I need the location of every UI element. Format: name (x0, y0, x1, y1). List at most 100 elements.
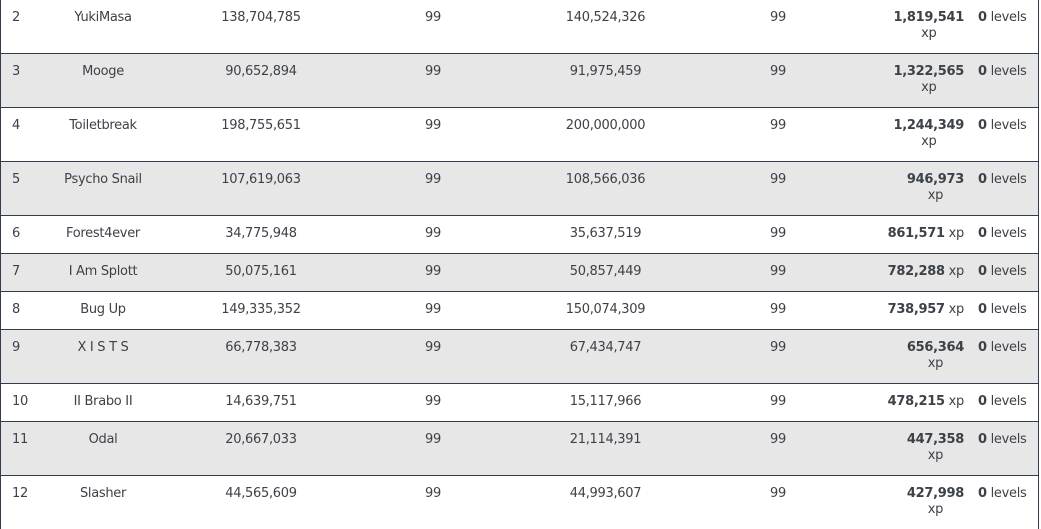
xp-gained-value: 1,322,565 xp (894, 64, 965, 96)
xp-gained-cell: 946,973 xp (848, 161, 968, 216)
player-name-cell: Odal (47, 421, 159, 476)
table-row: 11 Odal 20,667,033 99 21,114,391 99 447,358 xp 0… (1, 421, 1038, 476)
levels-gained-cell: 0 levels (968, 383, 1038, 422)
xp-unit-label: xp (927, 356, 944, 371)
rank-cell: 10 (1, 383, 47, 422)
xp-gained-cell: 1,244,349 xp (848, 107, 968, 162)
start-level-cell: 99 (363, 329, 503, 384)
start-level-cell: 99 (363, 107, 503, 162)
levels-gained-cell: 0 levels (968, 161, 1038, 216)
start-xp-cell: 107,619,063 (159, 161, 363, 216)
levels-unit-label: levels (990, 340, 1027, 355)
end-level-cell: 99 (708, 107, 848, 162)
end-xp-cell: 150,074,309 (503, 291, 708, 330)
end-level-cell: 99 (708, 0, 848, 54)
end-level-cell: 99 (708, 291, 848, 330)
levels-unit-label: levels (990, 118, 1027, 133)
levels-gained-cell: 0 levels (968, 329, 1038, 384)
levels-gained-number: 0 (978, 118, 987, 133)
levels-gained-cell: 0 levels (968, 253, 1038, 292)
rank-cell: 5 (1, 161, 47, 216)
xp-gained-number: 478,215 (887, 394, 945, 409)
levels-gained-number: 0 (978, 340, 987, 355)
start-xp-cell: 149,335,352 (159, 291, 363, 330)
xp-unit-label: xp (921, 134, 937, 149)
end-level-cell: 99 (708, 53, 848, 108)
xp-unit-label: xp (927, 188, 944, 203)
end-level-cell: 99 (708, 215, 848, 254)
xp-unit-label: xp (948, 226, 965, 241)
xp-gained-cell: 427,998 xp (848, 475, 968, 529)
levels-gained-number: 0 (978, 432, 987, 447)
start-xp-cell: 66,778,383 (159, 329, 363, 384)
table-row: 8 Bug Up 149,335,352 99 150,074,309 99 738,957… (1, 291, 1038, 330)
start-level-cell: 99 (363, 253, 503, 292)
end-xp-cell: 21,114,391 (503, 421, 708, 476)
xp-gained-value: 478,215 xp (887, 394, 965, 410)
player-name-cell: I Am Splott (47, 253, 159, 292)
xp-gained-value: 447,358 xp (907, 432, 964, 464)
end-xp-cell: 91,975,459 (503, 53, 708, 108)
xp-gained-cell: 738,957 xp (848, 291, 968, 330)
rank-cell: 2 (1, 0, 47, 54)
xp-gained-value: 1,244,349 xp (894, 118, 965, 150)
xp-gained-value: 1,819,541 xp (894, 10, 965, 42)
end-level-cell: 99 (708, 421, 848, 476)
xp-gained-value: 427,998 xp (907, 486, 964, 518)
xp-gained-number: 861,571 (887, 226, 945, 241)
xp-gained-cell: 478,215 xp (848, 383, 968, 422)
levels-gained-cell: 0 levels (968, 53, 1038, 108)
start-level-cell: 99 (363, 421, 503, 476)
xp-gained-number: 1,819,541 (893, 10, 965, 25)
end-xp-cell: 200,000,000 (503, 107, 708, 162)
end-level-cell: 99 (708, 475, 848, 529)
levels-unit-label: levels (990, 10, 1027, 25)
start-level-cell: 99 (363, 291, 503, 330)
levels-unit-label: levels (990, 172, 1027, 187)
end-level-cell: 99 (708, 253, 848, 292)
xp-gained-number: 656,364 (906, 340, 964, 355)
levels-gained-number: 0 (978, 10, 987, 25)
xp-gained-cell: 782,288 xp (848, 253, 968, 292)
player-name-cell: Toiletbreak (47, 107, 159, 162)
xp-gained-value: 861,571 xp (887, 226, 965, 242)
xp-unit-label: xp (921, 26, 937, 41)
levels-gained-number: 0 (978, 264, 987, 279)
rank-cell: 12 (1, 475, 47, 529)
end-xp-cell: 35,637,519 (503, 215, 708, 254)
player-name-cell: Slasher (47, 475, 159, 529)
start-xp-cell: 138,704,785 (159, 0, 363, 54)
xp-gained-cell: 1,322,565 xp (848, 53, 968, 108)
player-name-cell: X I S T S (47, 329, 159, 384)
table-row: 3 Mooge 90,652,894 99 91,975,459 99 1,322,565 x… (1, 53, 1038, 108)
start-xp-cell: 20,667,033 (159, 421, 363, 476)
levels-gained-number: 0 (978, 64, 987, 79)
levels-gained-number: 0 (978, 302, 987, 317)
levels-unit-label: levels (990, 302, 1027, 317)
rank-cell: 3 (1, 53, 47, 108)
levels-gained-number: 0 (978, 394, 987, 409)
levels-gained-cell: 0 levels (968, 291, 1038, 330)
table-row: 10 II Brabo II 14,639,751 99 15,117,966 99 478… (1, 383, 1038, 422)
end-level-cell: 99 (708, 383, 848, 422)
start-xp-cell: 90,652,894 (159, 53, 363, 108)
xp-gained-cell: 447,358 xp (848, 421, 968, 476)
table-row: 12 Slasher 44,565,609 99 44,993,607 99 427,998… (1, 475, 1038, 529)
end-xp-cell: 44,993,607 (503, 475, 708, 529)
table-row: 4 Toiletbreak 198,755,651 99 200,000,000 99 1,… (1, 107, 1038, 162)
start-xp-cell: 198,755,651 (159, 107, 363, 162)
start-level-cell: 99 (363, 215, 503, 254)
start-level-cell: 99 (363, 475, 503, 529)
rank-cell: 4 (1, 107, 47, 162)
player-name-cell: YukiMasa (47, 0, 159, 54)
xp-gained-value: 946,973 xp (907, 172, 964, 204)
start-xp-cell: 34,775,948 (159, 215, 363, 254)
end-level-cell: 99 (708, 161, 848, 216)
levels-gained-number: 0 (978, 172, 987, 187)
xp-gained-cell: 656,364 xp (848, 329, 968, 384)
xp-gained-cell: 1,819,541 xp (848, 0, 968, 54)
xp-gained-number: 1,322,565 (893, 64, 965, 79)
